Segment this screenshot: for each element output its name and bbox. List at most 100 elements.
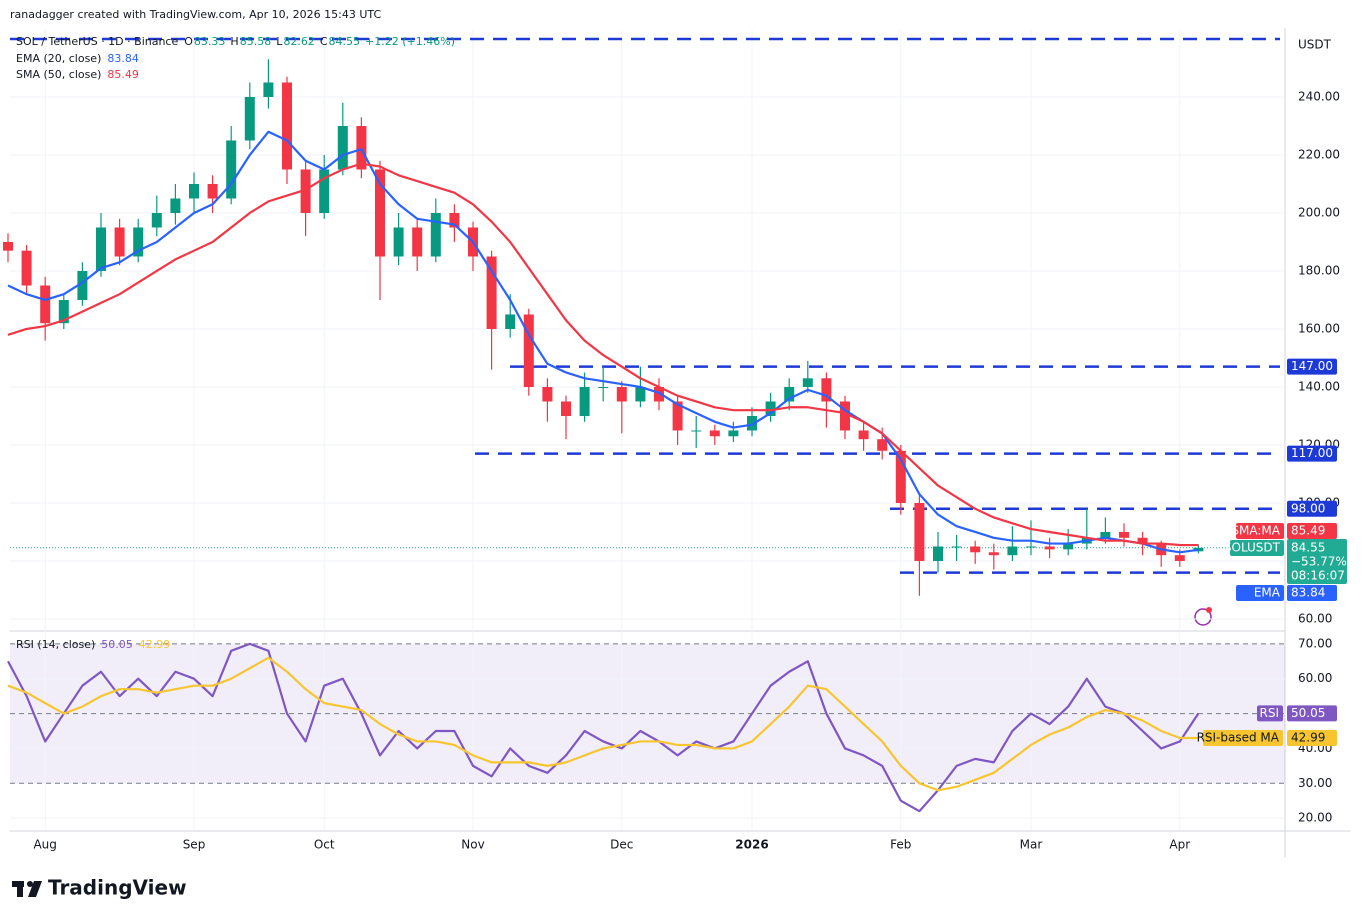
price-badge-change: −53.77% [1291, 555, 1347, 569]
series-badge-value: 83.84 [1291, 586, 1325, 600]
rsi-badge-value-bg [1287, 730, 1337, 747]
legend-text: SOL / TetherUS · 1D · Binance [16, 35, 178, 48]
candle-body [561, 401, 571, 416]
x-tick-label: Feb [890, 838, 911, 852]
candle-body [691, 430, 702, 432]
series-badge-value-bg [1287, 523, 1337, 539]
candle-body [765, 401, 776, 416]
legend-text: 85.58 [240, 35, 272, 48]
logo-part [28, 881, 42, 897]
y-tick-label: 240.00 [1298, 89, 1340, 103]
rsi-badge-name-bg [1257, 705, 1283, 722]
candle-body [747, 415, 757, 431]
candle-body [672, 401, 683, 431]
attribution: ranadagger created with TradingView.com,… [10, 8, 381, 21]
candle-body [505, 314, 516, 329]
candle-body [300, 169, 311, 213]
x-tick-label: Aug [33, 838, 56, 852]
alert-icon [1194, 607, 1212, 626]
legend-text: 83.33 [194, 35, 226, 48]
candle-body [486, 256, 497, 329]
level-label-bg [1287, 358, 1337, 375]
candle-body [635, 386, 646, 402]
y-tick-label: 220.00 [1298, 147, 1340, 161]
indicator-line [7, 642, 1200, 813]
level-label: 147.00 [1291, 359, 1333, 373]
rsi-badge-name: RSI-based MA [1197, 731, 1280, 745]
logo-part [27, 881, 33, 887]
legend-text: EMA (20, close) [16, 52, 101, 65]
y-tick-label: 200.00 [1298, 205, 1340, 219]
x-tick-label: Mar [1020, 838, 1043, 852]
level-label-bg [1287, 445, 1337, 462]
y-tick-label: 30.00 [1298, 776, 1332, 790]
candle-body [598, 386, 609, 388]
rsi-badge-value: 50.05 [1291, 706, 1325, 720]
candle-body [412, 227, 423, 257]
candle-body [821, 378, 832, 402]
series-badge-value-bg [1287, 585, 1337, 601]
series-badge-name-bg [1236, 523, 1284, 539]
candle-body [523, 314, 534, 387]
x-tick-label: 2026 [735, 838, 768, 852]
y-tick-label: 140.00 [1298, 379, 1340, 393]
candle-body [784, 386, 795, 402]
candle-body [449, 212, 460, 228]
candle-body [3, 241, 13, 251]
legend-text: 85.49 [107, 68, 139, 81]
indicator-line [7, 656, 1199, 792]
candle-body [858, 430, 869, 440]
legend-text: 84.55 [329, 35, 361, 48]
series-badge-name-bg [1236, 585, 1284, 601]
legend-text: 82.62 [283, 35, 315, 48]
indicator-line [7, 162, 1199, 547]
candle-body [1026, 546, 1036, 548]
series-badge-value: 85.49 [1291, 524, 1325, 538]
alert-ring [1194, 608, 1212, 626]
legend-text: RSI (14, close) [16, 638, 95, 651]
price-badge-name-bg [1230, 540, 1284, 556]
legend-text: O [184, 35, 193, 48]
candle-body [319, 169, 330, 213]
candle-body [1044, 546, 1055, 550]
candle-body [1193, 547, 1204, 552]
candle-body [1100, 531, 1111, 538]
candle-body [189, 183, 199, 199]
y-tick-label: 60.00 [1298, 671, 1332, 685]
currency-label: USDT [1298, 38, 1332, 52]
candle-body [114, 227, 125, 257]
candle-body [1137, 537, 1148, 544]
candle-body [914, 502, 925, 561]
candle-body [21, 250, 32, 286]
indicator-line [7, 130, 1199, 554]
brand: TradingView [48, 876, 187, 900]
y-tick-label: 160.00 [1298, 321, 1340, 335]
x-tick-label: Nov [461, 838, 484, 852]
candle-body [58, 299, 69, 324]
level-label: 117.00 [1291, 446, 1333, 460]
candle-body [1119, 531, 1129, 538]
candle-body [579, 386, 590, 416]
rsi-badge-value-bg [1287, 705, 1337, 722]
alert-dot [1206, 607, 1212, 613]
candle-body [895, 450, 906, 503]
candle-body [393, 227, 404, 257]
legend-text: +1.22 (+1.46%) [365, 35, 455, 48]
candle-body [282, 82, 292, 170]
x-tick-label: Sep [183, 838, 206, 852]
level-label: 98.00 [1291, 501, 1325, 515]
candle-body [151, 212, 162, 228]
candle-body [40, 285, 51, 324]
candle-body [1007, 546, 1018, 556]
candle-body [988, 552, 999, 556]
candle-body [77, 270, 88, 300]
legend-text: C [320, 35, 328, 48]
x-tick-label: Oct [314, 838, 335, 852]
candle-body [709, 430, 720, 437]
price-badge-name: SOLUSDT [1224, 541, 1281, 555]
rsi-badge-value: 42.99 [1291, 731, 1325, 745]
rsi-badge-name: RSI [1260, 706, 1280, 720]
candle-body [226, 140, 237, 199]
legend-text: 50.05 [101, 638, 133, 651]
